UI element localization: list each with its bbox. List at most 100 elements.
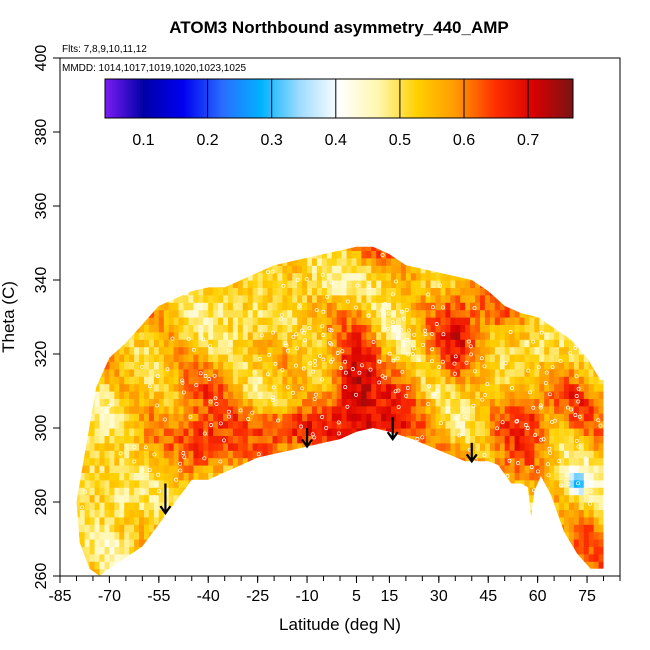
- heatmap-cell: [198, 302, 204, 311]
- heatmap-cell: [489, 324, 496, 333]
- heatmap-cell: [178, 553, 185, 562]
- heatmap-cell: [153, 280, 160, 288]
- heatmap-cell: [499, 257, 506, 266]
- heatmap-cell: [470, 376, 476, 385]
- heatmap-cell: [554, 331, 560, 340]
- heatmap-cell: [564, 420, 570, 429]
- heatmap-cell: [430, 354, 437, 362]
- heatmap-cell: [484, 553, 491, 562]
- heatmap-cell: [178, 339, 185, 348]
- heatmap-cell: [292, 561, 298, 570]
- heatmap-cell: [203, 383, 209, 392]
- heatmap-cell: [163, 539, 170, 547]
- heatmap-cell: [183, 561, 189, 570]
- heatmap-cell: [331, 472, 338, 481]
- heatmap-cell: [119, 472, 125, 481]
- heatmap-cell: [198, 287, 204, 296]
- heatmap-cell: [549, 324, 555, 333]
- heatmap-cell: [410, 450, 417, 459]
- heatmap-cell: [257, 368, 264, 377]
- heatmap-cell: [445, 561, 451, 570]
- heatmap-cell: [139, 309, 145, 318]
- heatmap-cell: [499, 487, 506, 496]
- heatmap-cell: [495, 236, 501, 244]
- heatmap-cell: [70, 502, 76, 510]
- heatmap-cell: [302, 246, 308, 251]
- heatmap-cell: [223, 442, 229, 451]
- heatmap-cell: [342, 576, 348, 584]
- heatmap-cell: [578, 302, 585, 311]
- heatmap-cell: [208, 457, 214, 466]
- heatmap-cell: [232, 405, 239, 414]
- heatmap-cell: [400, 361, 407, 370]
- heatmap-cell: [119, 561, 125, 570]
- heatmap-cell: [252, 294, 259, 303]
- heatmap-cell: [420, 531, 427, 540]
- heatmap-cell: [460, 265, 466, 274]
- heatmap-cell: [307, 487, 313, 496]
- heatmap-cell: [89, 280, 96, 288]
- heatmap-cell: [203, 361, 209, 370]
- heatmap-cell: [173, 553, 180, 562]
- heatmap-cell: [257, 479, 264, 488]
- heatmap-cell: [588, 531, 595, 540]
- heatmap-cell: [351, 383, 357, 392]
- heatmap-cell: [470, 287, 476, 296]
- heatmap-cell: [99, 294, 105, 303]
- heatmap-cell: [336, 509, 343, 518]
- heatmap-cell: [163, 346, 170, 355]
- heatmap-cell: [237, 428, 244, 436]
- heatmap-cell: [287, 539, 293, 547]
- heatmap-cell: [183, 246, 189, 251]
- heatmap-cell: [351, 339, 357, 348]
- heatmap-cell: [104, 524, 110, 533]
- heatmap-cell: [237, 524, 244, 533]
- heatmap-cell: [400, 531, 407, 540]
- heatmap-cell: [450, 457, 456, 466]
- heatmap-cell: [341, 465, 348, 473]
- heatmap-cell: [504, 294, 511, 303]
- heatmap-cell: [341, 250, 348, 259]
- heatmap-cell: [134, 494, 140, 503]
- heatmap-cell: [292, 398, 298, 407]
- heatmap-cell: [114, 294, 120, 303]
- heatmap-cell: [89, 257, 96, 266]
- heatmap-cell: [396, 302, 402, 311]
- heatmap-cell: [480, 494, 486, 503]
- heatmap-cell: [539, 539, 545, 547]
- heatmap-cell: [564, 302, 570, 311]
- heatmap-cell: [188, 346, 194, 355]
- heatmap-cell: [578, 257, 585, 266]
- heatmap-cell: [396, 339, 402, 348]
- heatmap-cell: [213, 250, 219, 259]
- heatmap-cell: [509, 435, 516, 444]
- heatmap-cell: [470, 516, 476, 525]
- heatmap-cell: [489, 457, 496, 466]
- heatmap-cell: [415, 302, 422, 311]
- heatmap-cell: [405, 465, 412, 473]
- heatmap-cell: [430, 568, 437, 576]
- heatmap-cell: [435, 561, 441, 570]
- heatmap-cell: [356, 309, 362, 318]
- heatmap-cell: [549, 531, 555, 540]
- heatmap-cell: [460, 420, 466, 429]
- heatmap-cell: [544, 524, 550, 533]
- heatmap-cell: [76, 246, 81, 251]
- heatmap-cell: [134, 553, 140, 562]
- heatmap-cell: [346, 546, 353, 555]
- heatmap-cell: [267, 383, 273, 392]
- heatmap-cell: [336, 487, 343, 496]
- heatmap-cell: [89, 494, 96, 503]
- heatmap-cell: [514, 272, 521, 281]
- heatmap-cell: [163, 309, 170, 318]
- heatmap-cell: [94, 516, 101, 525]
- heatmap-cell: [519, 287, 525, 296]
- heatmap-cell: [193, 354, 199, 362]
- heatmap-cell: [163, 420, 170, 429]
- heatmap-cell: [198, 487, 204, 496]
- heatmap-cell: [460, 479, 466, 488]
- heatmap-cell: [129, 391, 135, 399]
- heatmap-cell: [371, 383, 377, 392]
- heatmap-cell: [588, 487, 595, 496]
- heatmap-cell: [460, 516, 466, 525]
